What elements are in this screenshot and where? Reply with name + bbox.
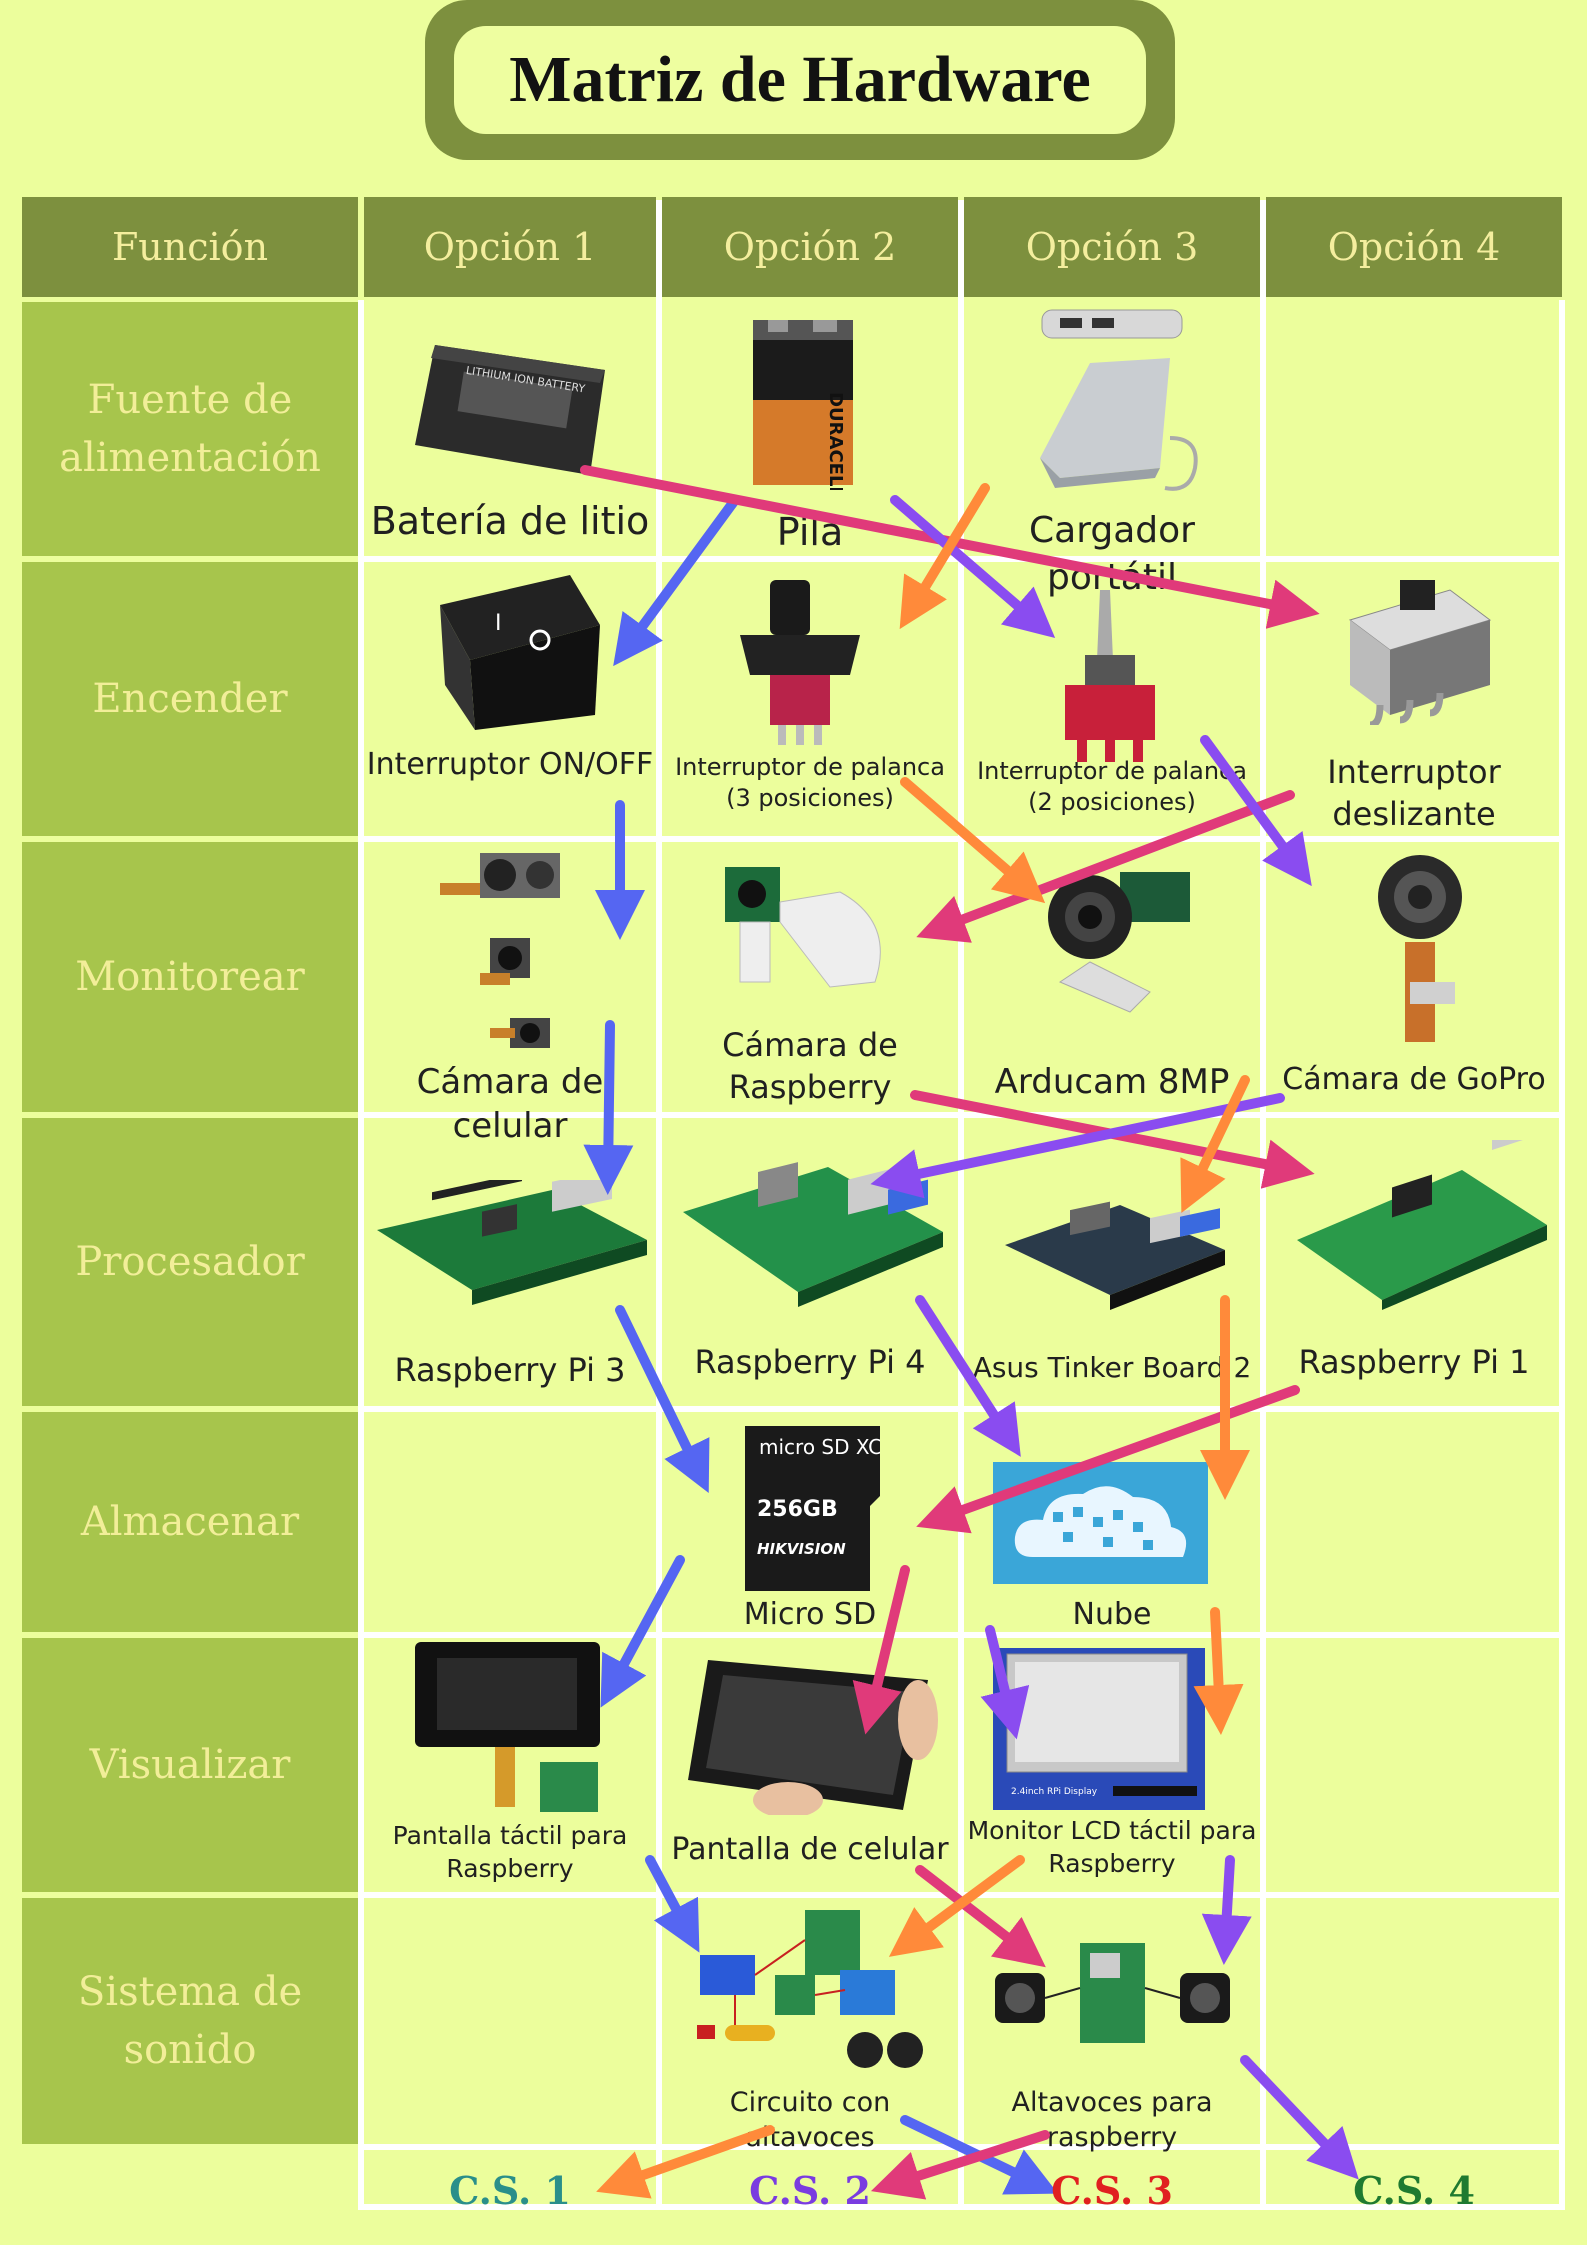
label-camara-celular: Cámara de celular: [416, 1062, 604, 1147]
tinker-board-image: [1000, 1195, 1230, 1320]
function-procesador: Procesador: [22, 1118, 358, 1406]
rpi1-image: [1292, 1090, 1552, 1315]
phone-screen-image: [678, 1640, 943, 1820]
function-almacenar: Almacenar: [22, 1412, 358, 1632]
label-rpi4: Raspberry Pi 4: [694, 1343, 926, 1381]
label-altavoces-raspberry: Altavoces para raspberry: [1011, 2087, 1213, 2154]
label-rpi3: Raspberry Pi 3: [394, 1351, 626, 1389]
battery-image: LITHIUM ION BATTERY: [405, 325, 625, 500]
slide-switch-image: [1340, 575, 1500, 730]
svg-text:I: I: [495, 611, 502, 636]
label-monitor-lcd: Monitor LCD táctil para Raspberry: [967, 1816, 1257, 1878]
solution-cs3: C.S. 3: [1051, 2168, 1173, 2213]
powerbank-image: [1020, 308, 1220, 513]
header-opcion-1: Opción 1: [364, 197, 656, 297]
microsd-image: micro SD XC I U1 256GB HIKVISION: [745, 1426, 928, 1596]
function-encender: Encender: [22, 562, 358, 836]
duracell-image: DURACELL: [748, 320, 858, 498]
toggle-3pos-image: [730, 575, 870, 750]
rpi4-image: [678, 1162, 948, 1317]
rpi-camera-image: [720, 862, 900, 1007]
header-opcion-3: Opción 3: [964, 197, 1260, 297]
arrow-purple-3: [870, 1093, 1285, 1199]
rpi3-image: [372, 1168, 652, 1315]
arrow-blue-4: [615, 1305, 710, 1493]
function-sonido: Sistema de sonido: [22, 1898, 358, 2144]
label-tinker: Asus Tinker Board 2: [972, 1351, 1252, 1384]
solution-cs2: C.S. 2: [749, 2168, 871, 2213]
label-circuito-altavoces: Circuito con altavoces: [729, 2087, 891, 2154]
label-deslizante: Interruptor deslizante: [1327, 753, 1501, 833]
arrow-pink-3: [910, 1090, 1315, 1189]
speaker-circuit-image: [695, 1910, 925, 2075]
solution-cs4: C.S. 4: [1353, 2168, 1475, 2213]
solution-cs1: C.S. 1: [449, 2168, 571, 2213]
label-palanca-2: Interruptor de palanca (2 posiciones): [977, 757, 1247, 817]
label-pila: Pila: [776, 510, 844, 554]
label-camara-gopro: Cámara de GoPro: [1282, 1062, 1546, 1097]
onoff-switch-image: I: [420, 565, 610, 740]
title-banner: Matriz de Hardware: [425, 0, 1175, 160]
label-bateria: Batería de litio: [370, 499, 650, 543]
label-pantalla-tactil: Pantalla táctil para Raspberry: [392, 1821, 628, 1883]
function-fuente: Fuente de alimentación: [22, 302, 358, 556]
rpi-speakers-image: [990, 1938, 1235, 2053]
label-pantalla-celular: Pantalla de celular: [671, 1832, 949, 1867]
gopro-camera-image: [1365, 852, 1475, 1057]
label-nube: Nube: [1072, 1597, 1152, 1632]
label-arducam: Arducam 8MP: [994, 1062, 1230, 1102]
function-visualizar: Visualizar: [22, 1638, 358, 1892]
sd-maker-text: HIKVISION: [757, 1540, 846, 1558]
rpi-touchscreen-image: [415, 1642, 605, 1822]
duracell-text: DURACELL: [825, 392, 846, 490]
label-camara-raspberry: Cámara de Raspberry: [722, 1026, 898, 1106]
toggle-2pos-image: [1055, 585, 1175, 770]
label-palanca-3: Interruptor de palanca (3 posiciones): [675, 753, 945, 813]
header-opcion-4: Opción 4: [1266, 197, 1562, 297]
cloud-image: [993, 1462, 1208, 1589]
label-onoff: Interruptor ON/OFF: [366, 747, 654, 782]
label-rpi1: Raspberry Pi 1: [1298, 1343, 1530, 1381]
header-funcion: Función: [22, 197, 358, 297]
lcd-text: 2.4inch RPi Display: [1011, 1787, 1098, 1797]
lcd-display-image: 2.4inch RPi Display: [993, 1648, 1205, 1815]
page-title: Matriz de Hardware: [454, 26, 1146, 134]
arducam-image: [1020, 862, 1220, 1037]
label-microsd: Micro SD: [743, 1597, 877, 1632]
sd-brand-text: micro SD XC I U1: [759, 1435, 880, 1459]
sd-capacity-text: 256GB: [757, 1497, 838, 1522]
phone-camera-image: [440, 848, 600, 1063]
function-monitorear: Monitorear: [22, 842, 358, 1112]
header-opcion-2: Opción 2: [662, 197, 958, 297]
